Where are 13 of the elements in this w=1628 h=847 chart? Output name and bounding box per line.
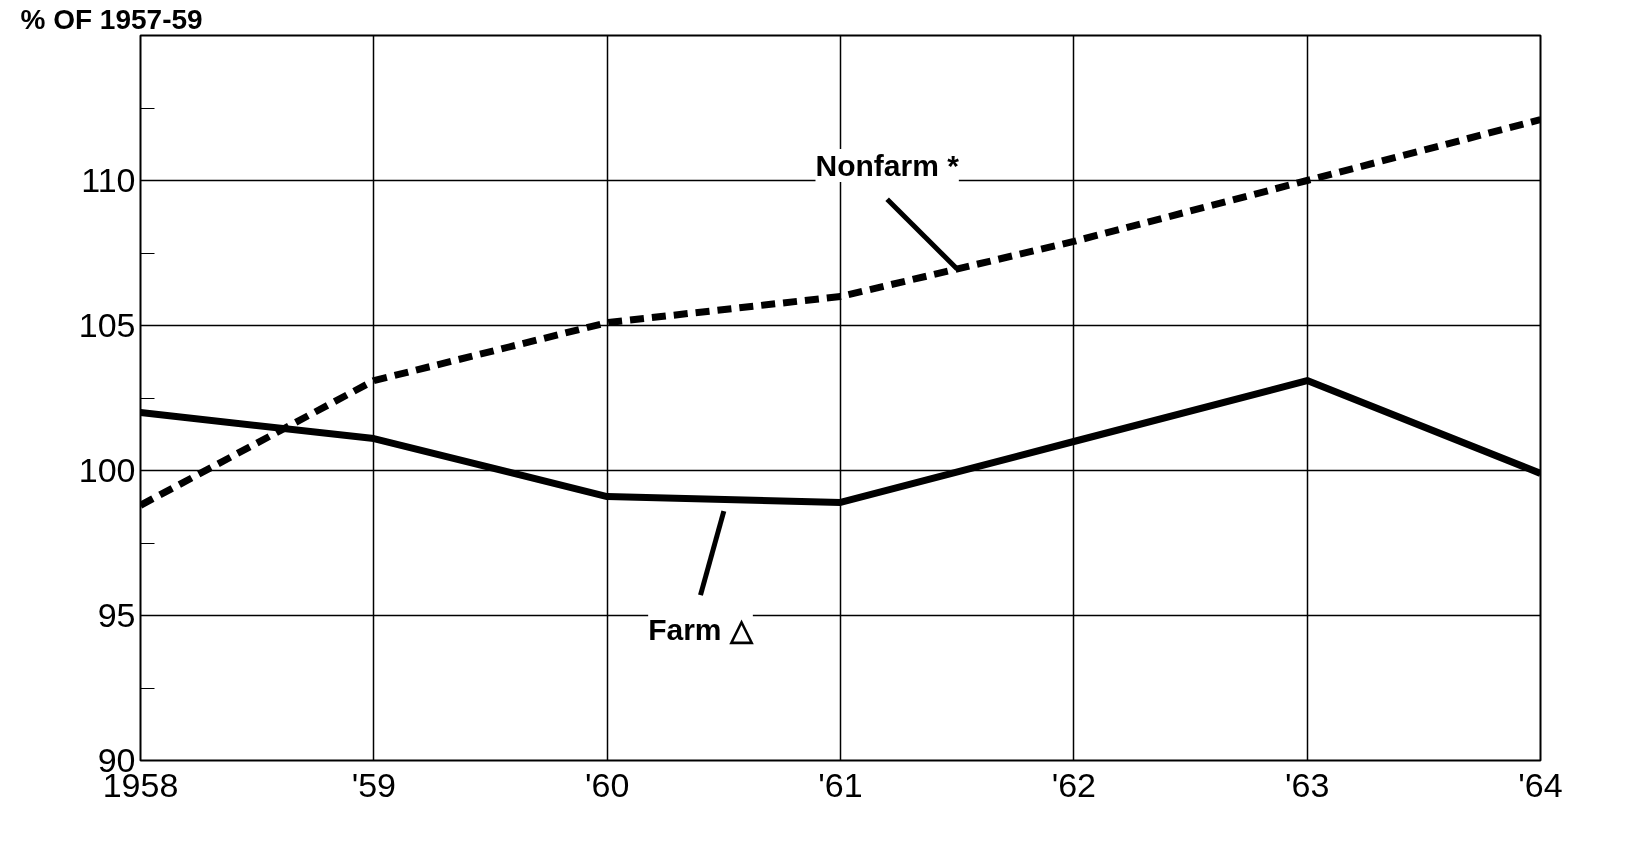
y-tick-label: 105 xyxy=(78,306,136,344)
text: Farm △ xyxy=(648,612,754,646)
y-tick-label: 110 xyxy=(81,161,136,199)
x-tick-label: '64 xyxy=(1518,765,1563,804)
y-tick-label: 100 xyxy=(78,451,136,489)
x-tick-label: '61 xyxy=(818,765,863,804)
x-tick-label: '63 xyxy=(1285,765,1330,804)
x-tick-label: '60 xyxy=(585,765,630,804)
x-tick-label: '59 xyxy=(351,765,396,804)
text: Nonfarm * xyxy=(815,148,960,182)
y-tick-label: 95 xyxy=(97,596,136,634)
y-axis-title: % OF 1957-59 xyxy=(20,3,203,35)
x-tick-label: '62 xyxy=(1051,765,1096,804)
